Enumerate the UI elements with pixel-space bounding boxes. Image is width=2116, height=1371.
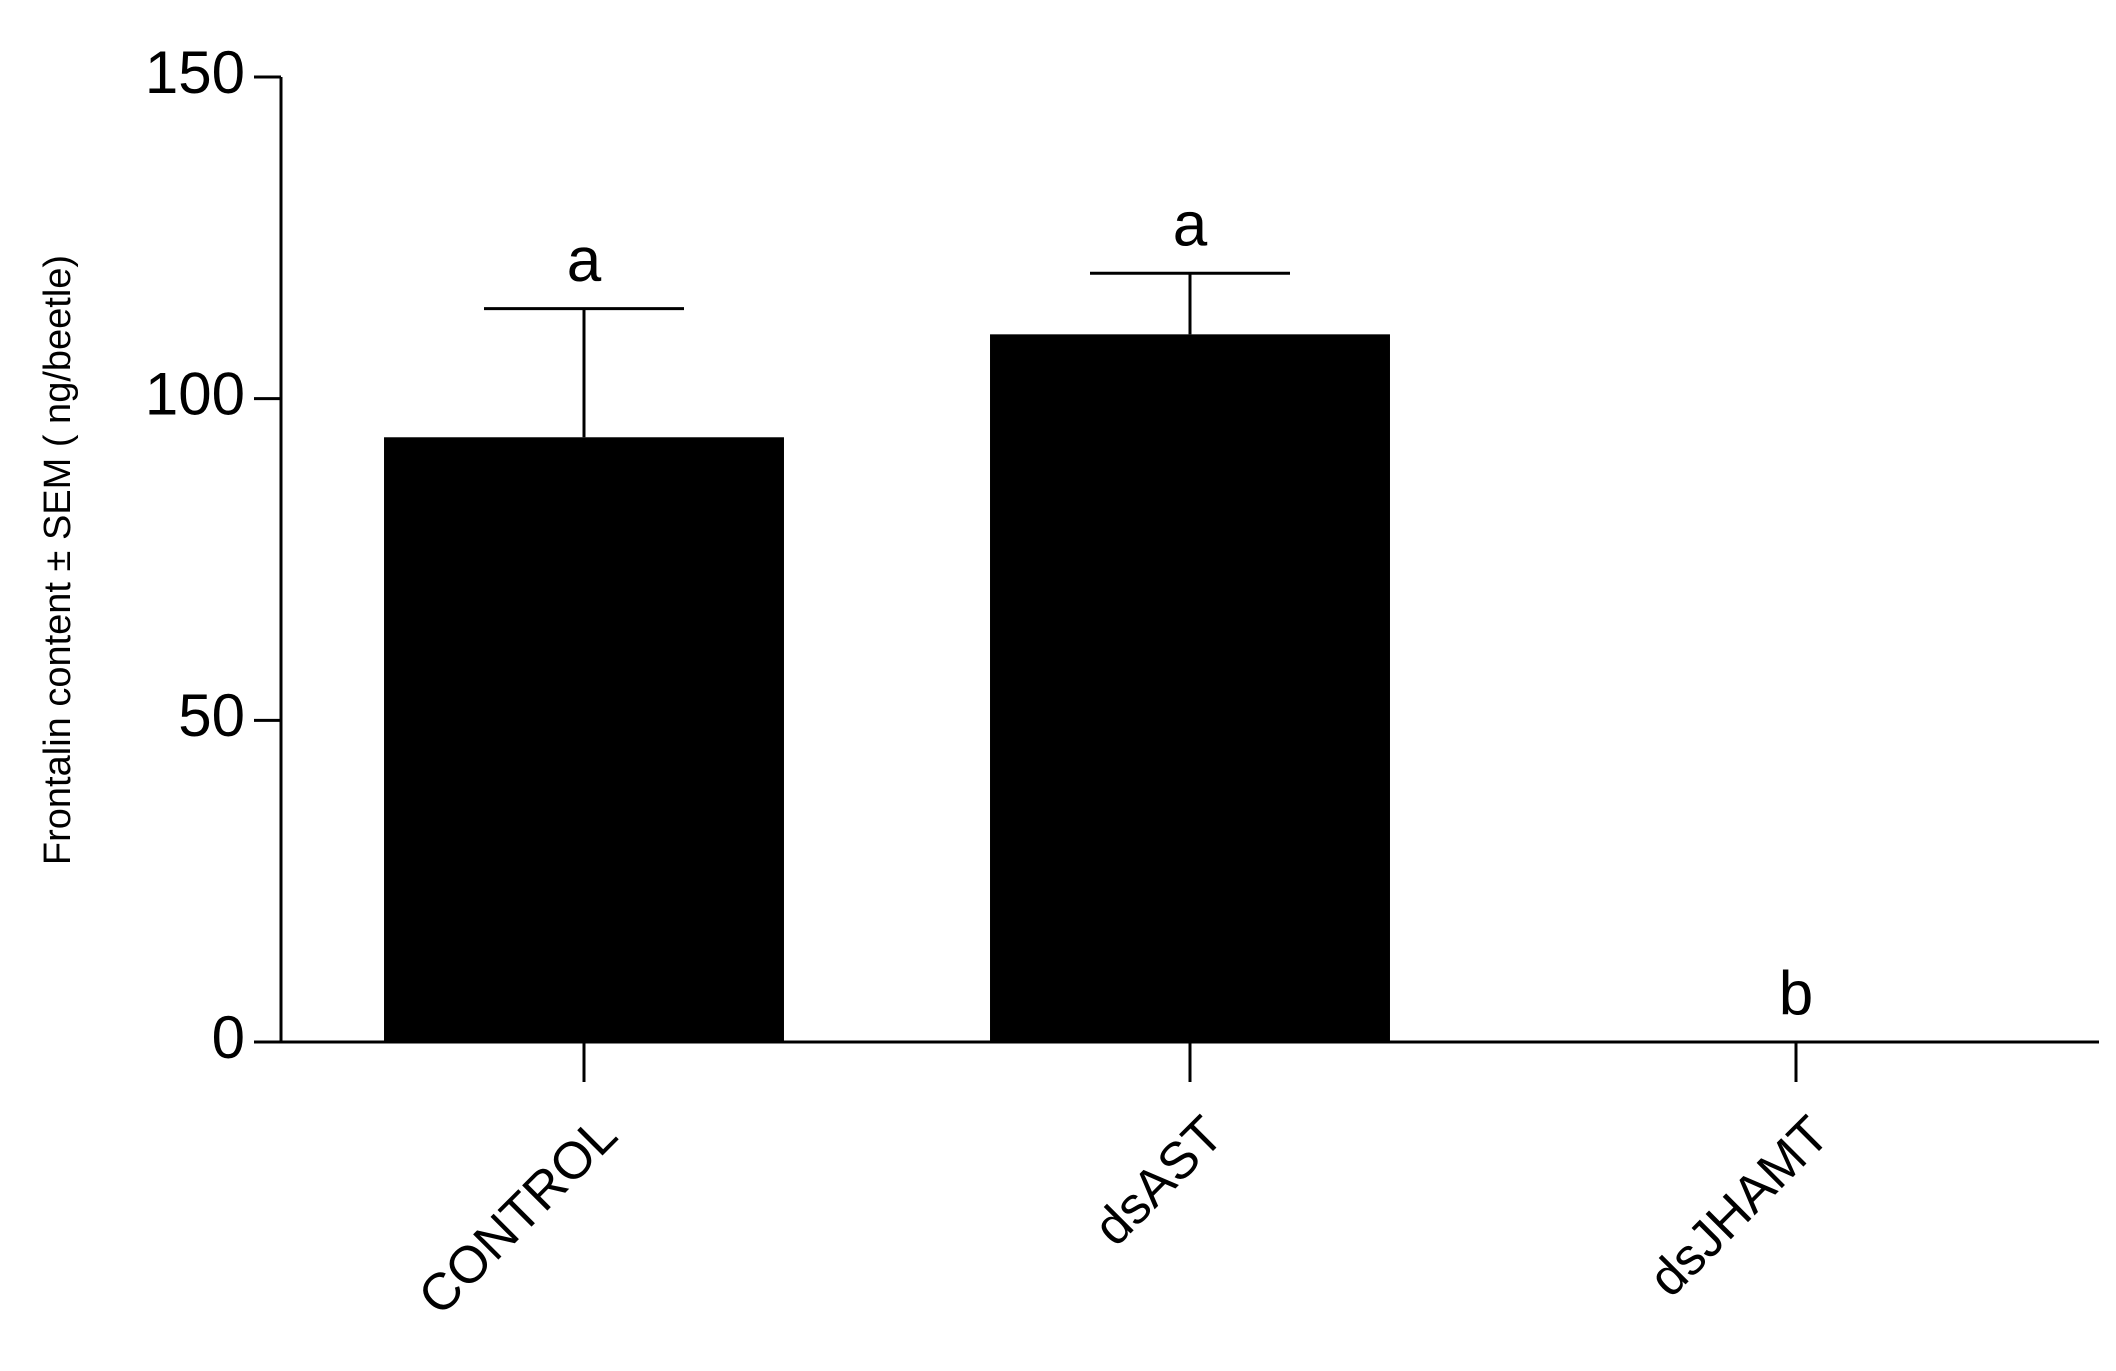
bar	[990, 334, 1390, 1042]
y-tick-label: 100	[145, 361, 245, 428]
bar	[384, 437, 784, 1042]
x-tick-label: dsJHAMT	[1638, 1105, 1840, 1307]
y-tick-label: 50	[178, 682, 245, 749]
annotation: b	[1779, 959, 1813, 1028]
y-axis-label: Frontalin content ± SEM ( ng/beetle)	[37, 255, 79, 865]
y-tick-label: 150	[145, 39, 245, 106]
y-tick-label: 0	[212, 1004, 245, 1071]
x-tick-label: CONTROL	[408, 1105, 629, 1326]
annotation: a	[1173, 191, 1208, 260]
annotation: a	[567, 226, 602, 295]
x-tick-label: dsAST	[1083, 1105, 1234, 1256]
